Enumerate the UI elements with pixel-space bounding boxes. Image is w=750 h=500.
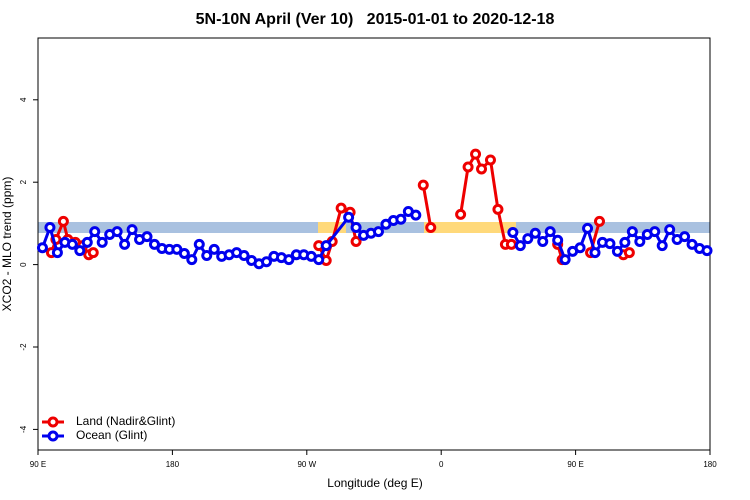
- point: [350, 222, 362, 234]
- y-tick-label: 2: [19, 179, 28, 184]
- band-yellow: [318, 222, 346, 233]
- point: [126, 224, 138, 236]
- point: [514, 240, 526, 252]
- point: [372, 226, 384, 238]
- series: [36, 205, 713, 270]
- point: [529, 227, 541, 239]
- point: [141, 231, 153, 243]
- point: [552, 234, 564, 246]
- point: [425, 222, 437, 234]
- point: [96, 236, 108, 248]
- point: [559, 254, 571, 266]
- point: [604, 238, 616, 250]
- point: [343, 211, 355, 223]
- point: [201, 250, 213, 262]
- band-blue: [38, 222, 710, 233]
- point: [260, 256, 272, 268]
- y-tick-label: -4: [19, 425, 28, 433]
- y-tick-label: -2: [19, 343, 28, 351]
- legend-label: Land (Nadir&Glint): [76, 414, 175, 428]
- point: [313, 254, 325, 266]
- point: [410, 209, 422, 221]
- point: [208, 243, 220, 255]
- point: [417, 179, 429, 191]
- point: [589, 247, 601, 259]
- point: [74, 245, 86, 257]
- series-line: [421, 184, 433, 228]
- point: [507, 226, 519, 238]
- y-tick-label: 0: [19, 262, 28, 267]
- point: [89, 226, 101, 238]
- x-tick-label: 90 W: [297, 460, 316, 469]
- legend-marker: [47, 416, 59, 428]
- chart-title: 5N-10N April (Ver 10) 2015-01-01 to 2020…: [196, 11, 555, 28]
- legend-marker: [47, 430, 59, 442]
- point: [574, 242, 586, 254]
- y-axis-label: XCO2 - MLO trend (ppm): [0, 177, 14, 312]
- point: [44, 222, 56, 234]
- point: [36, 242, 48, 254]
- point: [51, 247, 63, 259]
- point: [582, 222, 594, 234]
- point: [701, 245, 713, 257]
- point: [462, 161, 474, 173]
- point: [470, 148, 482, 160]
- point: [634, 236, 646, 248]
- point: [57, 215, 69, 227]
- point: [649, 226, 661, 238]
- point: [537, 236, 549, 248]
- point: [350, 236, 362, 248]
- point: [87, 247, 99, 259]
- point: [626, 226, 638, 238]
- series: [45, 148, 635, 266]
- point: [492, 203, 504, 215]
- point: [178, 247, 190, 259]
- y-tick-label: 4: [19, 97, 28, 102]
- point: [611, 245, 623, 257]
- point: [679, 231, 691, 243]
- point: [593, 215, 605, 227]
- x-tick-label: 180: [703, 460, 717, 469]
- x-axis-label: Longitude (deg E): [327, 476, 422, 490]
- x-tick-label: 90 E: [30, 460, 46, 469]
- point: [66, 238, 78, 250]
- point: [505, 238, 517, 250]
- point: [186, 254, 198, 266]
- plot-frame: [37, 37, 711, 451]
- point: [619, 236, 631, 248]
- point: [484, 154, 496, 166]
- point: [81, 236, 93, 248]
- point: [238, 250, 250, 262]
- point: [395, 213, 407, 225]
- point: [320, 240, 332, 252]
- point: [111, 226, 123, 238]
- x-tick-label: 180: [166, 460, 180, 469]
- point: [544, 226, 556, 238]
- point: [522, 233, 534, 245]
- reference-band: [38, 222, 710, 233]
- x-tick-label: 90 E: [567, 460, 583, 469]
- point: [476, 163, 488, 175]
- point: [193, 238, 205, 250]
- point: [656, 240, 668, 252]
- point: [623, 247, 635, 259]
- point: [283, 254, 295, 266]
- x-tick-label: 0: [439, 460, 444, 469]
- point: [335, 202, 347, 214]
- point: [455, 208, 467, 220]
- point: [664, 224, 676, 236]
- point: [119, 238, 131, 250]
- band-yellow: [424, 222, 516, 233]
- legend-label: Ocean (Glint): [76, 428, 147, 442]
